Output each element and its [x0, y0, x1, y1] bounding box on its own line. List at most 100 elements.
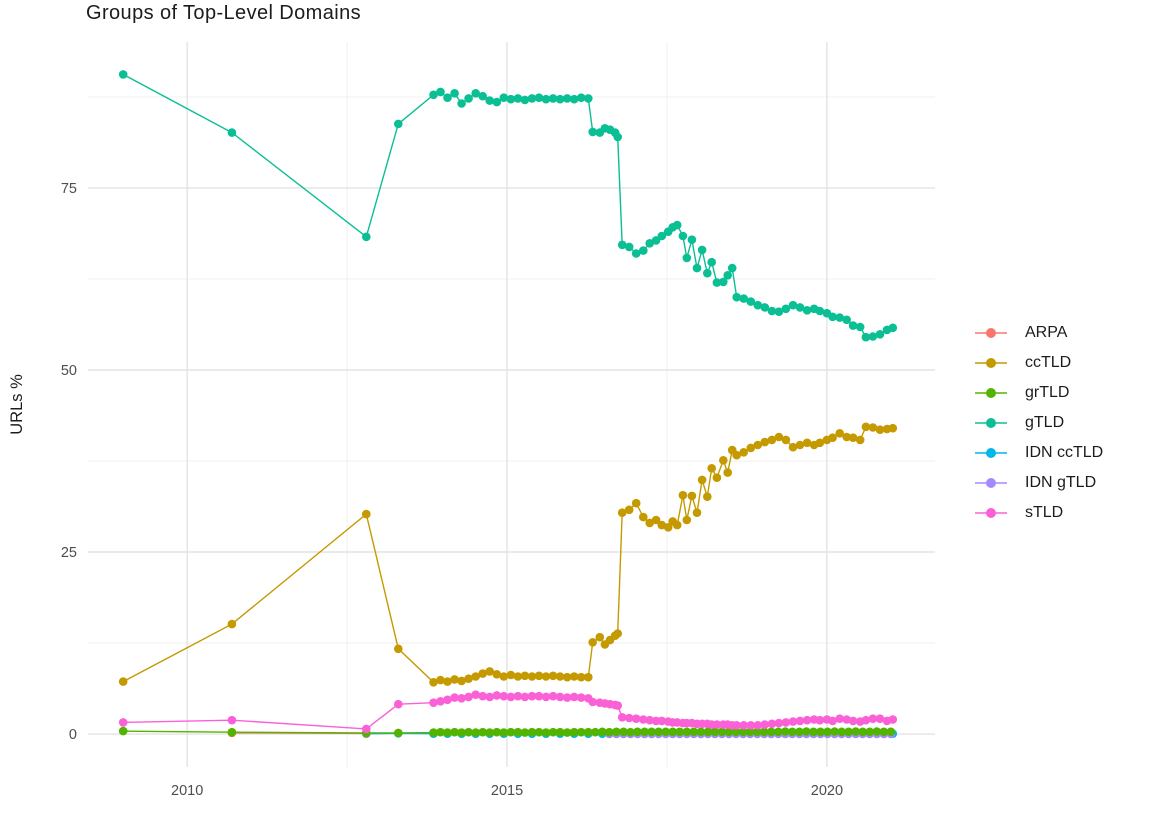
- data-point-grtld: [738, 727, 748, 737]
- data-point-gtld: [555, 94, 565, 104]
- data-point-stld: [513, 691, 523, 701]
- data-point-gtld: [746, 297, 756, 306]
- data-point-cctld: [723, 468, 732, 477]
- data-point-stld: [443, 695, 452, 705]
- data-point-grtld: [675, 727, 684, 737]
- data-point-stld: [588, 697, 597, 707]
- data-point-cctld: [118, 677, 128, 686]
- data-point-gtld: [534, 93, 544, 102]
- data-point-cctld: [499, 672, 509, 681]
- data-point-gtld: [868, 332, 878, 341]
- data-point-stld: [471, 690, 481, 699]
- data-point-cctld: [651, 515, 661, 525]
- data-point-cctld: [875, 425, 885, 435]
- x-tick-label: 2020: [811, 783, 843, 799]
- data-point-cctld: [703, 492, 712, 502]
- data-point-cctld: [774, 432, 784, 442]
- data-point-stld: [362, 724, 371, 734]
- data-point-grtld: [576, 727, 586, 737]
- legend-dot-icon: [986, 448, 996, 458]
- data-point-stld: [828, 716, 837, 726]
- data-point-cctld: [697, 475, 707, 485]
- data-point-grtld: [759, 727, 769, 737]
- data-point-grtld: [513, 727, 523, 737]
- data-point-grtld: [865, 727, 874, 737]
- data-point-grtld: [809, 727, 818, 737]
- x-tick-label: 2010: [171, 783, 203, 799]
- data-point-gtld: [888, 323, 898, 333]
- data-point-stld: [781, 718, 791, 727]
- legend-key-icon: [974, 438, 1008, 468]
- data-point-grtld: [788, 727, 797, 737]
- data-point-gtld: [471, 89, 481, 98]
- data-point-gtld: [767, 306, 777, 316]
- data-point-grtld: [731, 727, 741, 737]
- data-point-gtld: [760, 303, 770, 312]
- data-point-stld: [520, 692, 530, 702]
- legend-dot-icon: [986, 478, 996, 488]
- data-point-cctld: [613, 629, 622, 638]
- legend-dot-icon: [986, 508, 996, 518]
- data-point-grtld: [394, 728, 403, 738]
- data-point-cctld: [485, 667, 495, 676]
- data-point-stld: [429, 698, 438, 707]
- data-point-gtld: [727, 263, 737, 273]
- data-point-cctld: [478, 669, 488, 678]
- data-point-grtld: [436, 727, 445, 737]
- data-point-cctld: [362, 509, 371, 519]
- data-point-grtld: [766, 727, 776, 737]
- data-point-grtld: [858, 727, 867, 737]
- data-point-grtld: [710, 727, 720, 737]
- data-point-gtld: [506, 94, 516, 104]
- data-point-gtld: [712, 278, 722, 287]
- y-axis-title: URLs %: [8, 374, 26, 435]
- data-point-cctld: [429, 678, 438, 687]
- y-tick-label: 75: [61, 181, 77, 197]
- data-point-gtld: [703, 268, 712, 278]
- data-point-cctld: [802, 438, 812, 448]
- data-point-stld: [815, 715, 825, 725]
- data-point-gtld: [436, 87, 445, 97]
- data-point-gtld: [613, 132, 622, 142]
- data-point-stld: [394, 699, 403, 709]
- data-point-gtld: [672, 220, 682, 230]
- data-point-grtld: [781, 727, 790, 736]
- data-point-grtld: [633, 727, 642, 737]
- data-point-stld: [499, 691, 509, 701]
- data-point-cctld: [631, 498, 641, 508]
- data-point-cctld: [588, 638, 597, 647]
- data-point-gtld: [657, 231, 667, 241]
- data-point-gtld: [842, 315, 851, 325]
- data-point-gtld: [861, 332, 871, 342]
- data-point-grtld: [612, 727, 621, 737]
- y-tick-label: 0: [69, 727, 77, 743]
- data-point-cctld: [576, 672, 586, 682]
- data-point-gtld: [588, 127, 597, 137]
- legend-key-icon: [974, 408, 1008, 438]
- data-point-cctld: [732, 450, 741, 460]
- legend-label: grTLD: [1025, 384, 1070, 401]
- data-point-cctld: [584, 672, 593, 682]
- data-point-stld: [624, 713, 634, 723]
- data-point-gtld: [697, 245, 707, 255]
- data-point-cctld: [788, 442, 798, 452]
- legend-key-icon: [974, 378, 1008, 408]
- data-point-stld: [478, 691, 488, 701]
- data-point-gtld: [815, 306, 825, 316]
- data-point-gtld: [631, 249, 641, 258]
- data-point-cctld: [471, 672, 481, 681]
- data-point-grtld: [591, 727, 600, 737]
- data-point-cctld: [548, 671, 558, 681]
- data-point-gtld: [732, 292, 741, 302]
- data-point-gtld: [645, 239, 654, 248]
- data-point-cctld: [861, 422, 871, 432]
- data-point-gtld: [678, 231, 688, 241]
- data-point-stld: [492, 691, 502, 700]
- data-point-cctld: [682, 515, 692, 525]
- data-point-gtld: [457, 99, 466, 108]
- data-point-stld: [739, 721, 748, 730]
- data-point-gtld: [541, 94, 551, 104]
- data-point-stld: [527, 691, 537, 701]
- legend-item-gtld: gTLD: [974, 408, 1103, 438]
